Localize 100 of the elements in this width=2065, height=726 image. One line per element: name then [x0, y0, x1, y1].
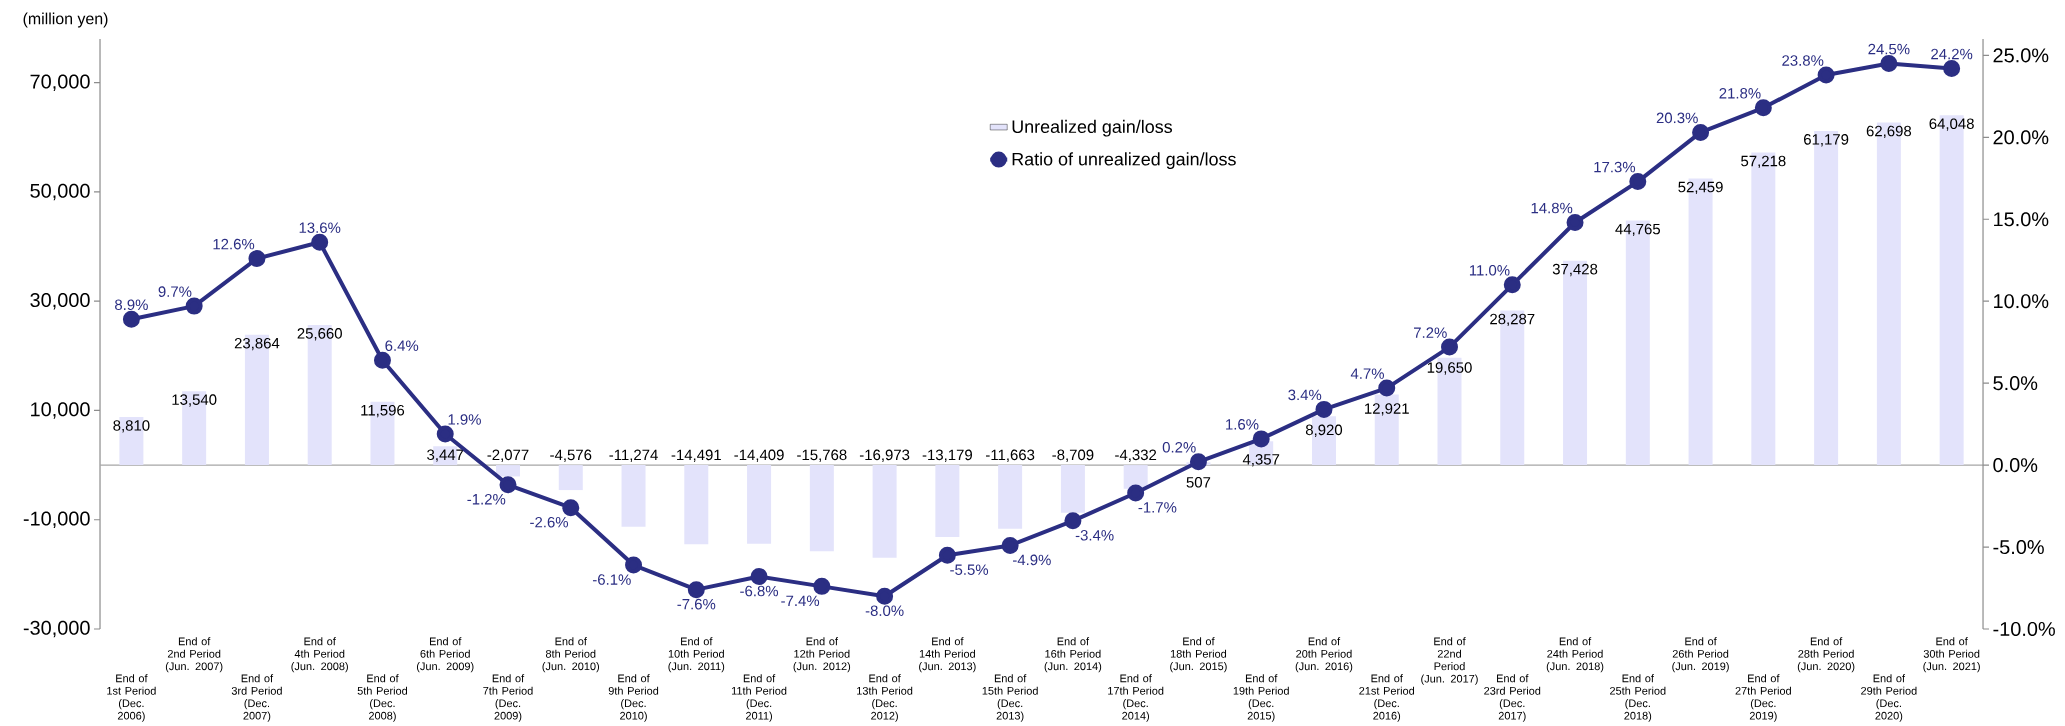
data-label: -4.9% — [1012, 554, 1051, 566]
x-tick-label: End of 14th Period (Jun. 2013) — [919, 637, 976, 673]
x-tick-label: End of 8th Period (Jun. 2010) — [542, 637, 600, 673]
data-label: 62,698 — [1866, 125, 1912, 139]
data-label: 57,218 — [1741, 155, 1786, 169]
y2-tick-label: 20.0% — [1993, 130, 2049, 145]
y2-tick-label: 15.0% — [1994, 212, 2049, 227]
point — [1315, 400, 1333, 418]
x-tick-label: End of 26th Period (Jun. 2019) — [1672, 637, 1729, 673]
point — [876, 587, 894, 605]
data-label: 19,650 — [1427, 362, 1472, 375]
x-tick-label: End of 9th Period (Dec. 2010) — [608, 674, 659, 722]
point — [248, 250, 266, 268]
data-label: 24.5% — [1868, 43, 1910, 55]
x-tick-label: End of 2nd Period (Jun. 2007) — [165, 637, 223, 673]
x-tick-label: End of 4th Period (Jun. 2008) — [291, 637, 348, 673]
data-label: -14,409 — [734, 449, 784, 462]
point — [1441, 338, 1459, 356]
data-label: 11,596 — [361, 404, 405, 418]
point — [1503, 276, 1521, 294]
data-label: -8,709 — [1052, 449, 1094, 462]
data-label: 28,287 — [1490, 313, 1535, 327]
x-tick-label: End of 16th Period (Jun. 2014) — [1044, 637, 1102, 673]
y2-tick-label: -10.0% — [1993, 621, 2055, 637]
point — [1943, 59, 1961, 77]
data-label: 8.9% — [115, 299, 148, 311]
data-label: 7.2% — [1414, 327, 1447, 338]
data-label: -6.1% — [592, 574, 631, 585]
point — [1001, 536, 1019, 554]
point — [1252, 430, 1270, 448]
data-label: 9.7% — [158, 286, 192, 297]
data-label: 37,428 — [1552, 263, 1598, 277]
x-tick-label: End of 24th Period (Jun. 2018) — [1546, 637, 1604, 673]
data-label: 4,357 — [1242, 454, 1280, 467]
data-label: 21.8% — [1719, 88, 1761, 99]
x-tick-label: End of 1st Period (Dec. 2006) — [107, 674, 156, 722]
data-label: 12.6% — [213, 238, 255, 250]
data-label: -11,663 — [986, 449, 1035, 462]
x-tick-label: End of 17th Period (Dec. 2014) — [1108, 674, 1164, 722]
y-tick-label: 70,000 — [30, 74, 90, 91]
data-label: 3,447 — [427, 449, 464, 462]
x-tick-label: End of 12th Period (Jun. 2012) — [793, 637, 851, 673]
data-label: 4.7% — [1350, 368, 1384, 379]
point — [625, 556, 643, 574]
data-label: 507 — [1186, 477, 1211, 488]
y2-tick-label: 10.0% — [1994, 294, 2049, 309]
point — [311, 233, 329, 251]
data-label: 14.8% — [1531, 202, 1573, 214]
point — [562, 499, 580, 517]
bar — [747, 465, 772, 544]
y-tick-label: 50,000 — [30, 183, 90, 201]
x-tick-label: End of 27th Period (Dec. 2019) — [1735, 674, 1791, 722]
x-tick-label: End of 30th Period (Jun. 2021) — [1923, 637, 1980, 673]
y2-tick-label: 5.0% — [1993, 376, 2038, 391]
y2-tick-label: 0.0% — [1993, 458, 2038, 473]
x-tick-label: End of 15th Period (Dec. 2013) — [982, 674, 1038, 722]
data-label: -2,077 — [487, 449, 529, 462]
data-label: 23.8% — [1782, 55, 1824, 66]
data-label: 20.3% — [1656, 112, 1698, 124]
x-tick-label: End of 20th Period (Jun. 2016) — [1295, 637, 1353, 673]
data-label: 25,660 — [297, 328, 342, 341]
y-axis-title: (million yen) — [23, 12, 108, 28]
point — [687, 581, 705, 599]
y-tick-label: 30,000 — [30, 292, 90, 310]
data-label: -4,576 — [550, 449, 592, 462]
point — [1566, 214, 1584, 232]
point — [436, 425, 454, 443]
data-label: 8,920 — [1305, 424, 1343, 437]
y2-tick-label: -5.0% — [1993, 539, 2044, 555]
bar — [935, 465, 960, 538]
x-tick-label: End of 25th Period (Dec. 2018) — [1610, 674, 1666, 722]
data-label: 6.4% — [385, 340, 419, 351]
data-label: 0.2% — [1162, 442, 1196, 453]
bar — [558, 465, 583, 491]
data-label: 13.6% — [299, 222, 341, 233]
data-label: -3.4% — [1075, 530, 1114, 541]
legend-label: Unrealized gain/loss — [1012, 119, 1173, 137]
point — [122, 310, 140, 328]
data-label: 23,864 — [234, 337, 280, 351]
data-label: -15,768 — [797, 449, 847, 462]
point — [813, 577, 831, 595]
point — [1880, 55, 1898, 73]
data-label: 44,765 — [1615, 223, 1661, 237]
data-label: 8,810 — [113, 420, 150, 433]
point — [185, 297, 203, 315]
x-tick-label: End of 5th Period (Dec. 2008) — [357, 674, 408, 722]
point — [1754, 99, 1772, 117]
data-label: -7.6% — [677, 598, 716, 610]
data-label: -8.0% — [865, 605, 904, 616]
point — [750, 568, 768, 586]
x-tick-label: End of 22nd Period (Jun. 2017) — [1421, 637, 1478, 685]
x-tick-label: End of 23rd Period (Dec. 2017) — [1484, 674, 1541, 722]
x-tick-label: End of 3rd Period (Dec. 2007) — [231, 674, 282, 722]
point — [499, 476, 517, 494]
data-label: 1.6% — [1226, 419, 1259, 430]
data-label: -16,973 — [859, 449, 910, 462]
x-tick-label: End of 19th Period (Dec. 2015) — [1233, 674, 1289, 722]
bar — [496, 465, 520, 477]
point — [1064, 512, 1082, 530]
data-label: 24.2% — [1931, 48, 1973, 60]
